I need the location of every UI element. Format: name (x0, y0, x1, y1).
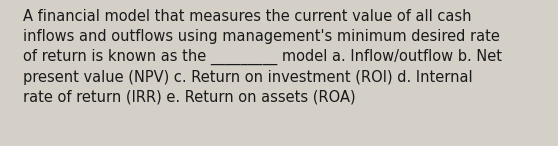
Text: A financial model that measures the current value of all cash
inflows and outflo: A financial model that measures the curr… (23, 8, 502, 105)
